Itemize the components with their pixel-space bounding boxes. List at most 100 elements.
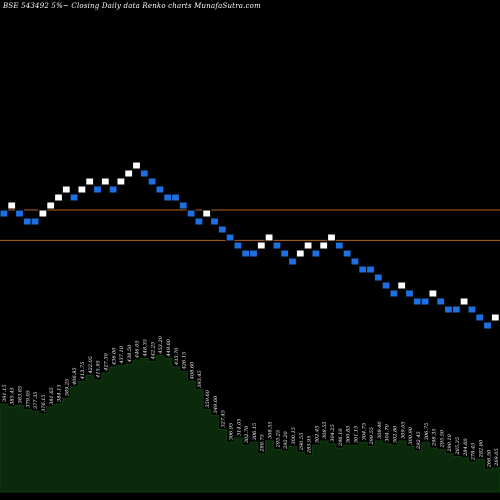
renko-brick-down (436, 297, 446, 306)
volume-label: 389.25 (64, 379, 70, 397)
volume-label: 301.15 (353, 426, 359, 444)
chart-title: BSE 543492 5%~ Closing Daily data Renko … (3, 2, 261, 10)
renko-brick-up (319, 241, 329, 250)
renko-brick-down (280, 249, 290, 258)
renko-brick-down (334, 241, 344, 250)
volume-label: 384.15 (57, 384, 63, 402)
volume-label: 437.10 (119, 345, 125, 364)
renko-brick-down (186, 209, 196, 218)
volume-label: 306.15 (252, 423, 258, 441)
volume-label: 449.60 (166, 338, 172, 357)
renko-brick-down (389, 289, 399, 298)
volume-label: 284.60 (463, 438, 469, 457)
volume-label: 282.80 (478, 439, 484, 458)
volume-label: 278.45 (471, 443, 477, 462)
volume-label: 292.20 (283, 431, 289, 450)
renko-brick-down (147, 177, 157, 186)
volume-label: 377.35 (33, 392, 39, 410)
renko-brick-up (77, 185, 87, 194)
volume-label: 415.95 (96, 360, 102, 379)
renko-brick-down (241, 249, 251, 258)
renko-brick-up (132, 161, 141, 170)
renko-brick-down (108, 185, 118, 194)
volume-label: 308.40 (377, 421, 383, 439)
renko-brick-up (264, 233, 274, 242)
volume-label: 381.65 (49, 387, 55, 405)
volume-label: 433.70 (174, 347, 180, 366)
volume-label: 442.25 (150, 342, 156, 361)
renko-brick-up (124, 169, 134, 178)
renko-brick-down (139, 169, 149, 178)
renko-brick-down (288, 257, 297, 266)
renko-brick-down (22, 217, 32, 226)
renko-brick-down (483, 321, 492, 330)
renko-brick-down (93, 185, 102, 194)
renko-brick-down (155, 185, 165, 194)
renko-brick-up (116, 177, 126, 186)
renko-brick-down (444, 305, 453, 314)
volume-label: 288.75 (260, 434, 266, 453)
renko-brick-up (61, 185, 71, 194)
volume-label: 302.80 (393, 425, 399, 443)
renko-brick-down (249, 249, 258, 258)
volume-label: 285.95 (307, 436, 313, 455)
renko-brick-down (163, 193, 173, 202)
volume-label: 408.60 (189, 361, 195, 380)
renko-brick-up (327, 233, 336, 242)
volume-label: 295.25 (275, 430, 281, 449)
renko-brick-up (490, 313, 500, 322)
volume-label: 426.15 (182, 352, 188, 371)
volume-label: 300.90 (408, 426, 414, 444)
renko-brick-down (420, 297, 430, 306)
volume-label: 308.55 (322, 421, 328, 439)
renko-brick-up (295, 249, 305, 258)
renko-brick-down (171, 193, 180, 202)
volume-label: 300.85 (346, 426, 352, 444)
renko-brick-up (46, 201, 56, 210)
renko-brick-down (69, 193, 79, 202)
volume-label: 406.85 (72, 367, 78, 386)
renko-brick-up (256, 241, 266, 250)
volume-label: 292.45 (416, 431, 422, 450)
renko-brick-down (225, 233, 235, 242)
volume-label: 436.00 (111, 347, 117, 366)
volume-label: 302.70 (244, 425, 250, 443)
renko-brick-down (342, 249, 352, 258)
renko-brick-down (451, 305, 461, 314)
renko-brick-down (210, 217, 219, 226)
volume-label: 295.50 (439, 429, 445, 448)
volume-label: 427.30 (103, 352, 109, 371)
volume-label: 302.45 (314, 426, 320, 444)
renko-brick-down (272, 241, 282, 250)
volume-label: 300.15 (291, 427, 297, 445)
renko-brick-down (30, 217, 40, 226)
volume-label: 349.60 (213, 395, 219, 413)
volume-label: 453.20 (158, 335, 164, 354)
volume-label: 304.70 (385, 423, 391, 441)
renko-brick-up (7, 201, 17, 210)
renko-brick-down (467, 305, 477, 314)
renko-brick-up (38, 209, 48, 218)
volume-label: 296.10 (338, 428, 344, 447)
renko-brick-down (217, 225, 227, 234)
volume-label: 308.55 (268, 421, 274, 439)
volume-label: 306.95 (228, 423, 234, 441)
volume-label: 422.05 (88, 356, 94, 375)
volume-label: 438.50 (127, 344, 133, 363)
renko-brick-down (178, 201, 188, 210)
volume-label: 446.05 (135, 340, 141, 359)
volume-label: 379.05 (25, 390, 31, 408)
renko-brick-up (397, 281, 407, 290)
volume-label: 314.05 (236, 419, 242, 437)
renko-brick-up (202, 209, 212, 218)
volume-label: 285.35 (455, 437, 461, 456)
renko-brick-down (412, 297, 422, 306)
volume-label: 309.05 (400, 421, 406, 439)
renko-brick-up (100, 177, 110, 186)
renko-brick-down (0, 209, 9, 218)
renko-brick-up (303, 241, 313, 250)
renko-brick-down (475, 313, 485, 322)
volume-label: 383.85 (18, 386, 24, 404)
